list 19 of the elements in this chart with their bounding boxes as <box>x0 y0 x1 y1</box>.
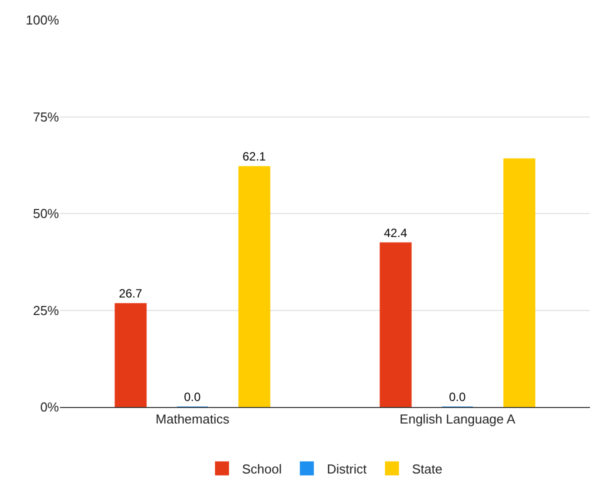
bar <box>503 158 536 407</box>
x-tick-label: English Language A <box>400 412 516 427</box>
data-label: 0.0 <box>184 390 202 404</box>
y-tick-label: 0% <box>40 400 60 415</box>
legend-label: State <box>412 461 442 476</box>
x-tick-label: Mathematics <box>156 412 230 427</box>
data-label: 42.4 <box>384 226 408 240</box>
y-tick-label: 25% <box>32 302 60 318</box>
bar <box>114 303 147 407</box>
bar <box>238 166 270 407</box>
y-tick-label: 100% <box>26 12 60 28</box>
y-tick-label: 50% <box>32 206 60 222</box>
legend-label: District <box>326 461 367 476</box>
legend-label: School <box>242 461 282 476</box>
data-label: 26.7 <box>118 286 143 301</box>
data-label: 62.1 <box>242 150 266 164</box>
bar <box>380 242 412 407</box>
data-label: 0.0 <box>448 390 466 404</box>
y-tick-label: 75% <box>32 109 60 124</box>
